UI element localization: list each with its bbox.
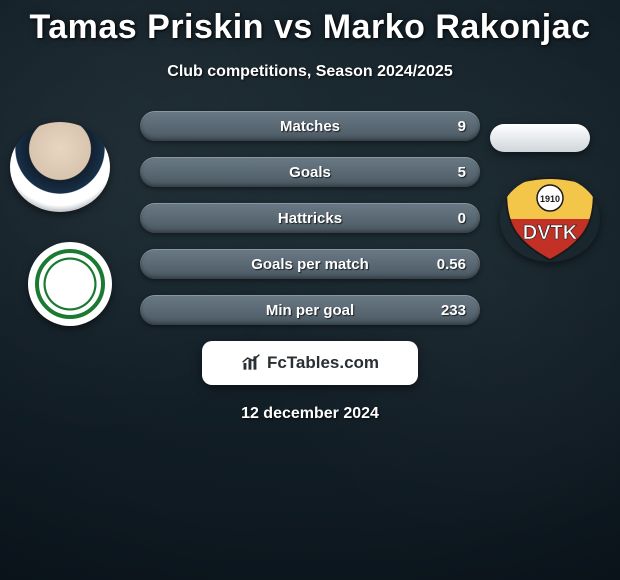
stat-right-value: 233 — [441, 295, 466, 325]
player-right-avatar — [490, 124, 590, 152]
stat-label: Hattricks — [278, 210, 342, 227]
stat-right-value: 0 — [458, 203, 466, 233]
stat-right-value: 0.56 — [437, 249, 466, 279]
stat-row-matches: Matches 9 — [140, 111, 480, 141]
badge-right-text: DVTK — [523, 222, 578, 244]
badge-right-year: 1910 — [540, 194, 560, 204]
stat-row-hattricks: Hattricks 0 — [140, 203, 480, 233]
stat-row-goals: Goals 5 — [140, 157, 480, 187]
page-title: Tamas Priskin vs Marko Rakonjac — [0, 8, 620, 47]
brand-box: FcTables.com — [202, 341, 418, 385]
brand-text: FcTables.com — [267, 353, 379, 373]
club-left-badge — [28, 242, 112, 326]
stat-row-goals-per-match: Goals per match 0.56 — [140, 249, 480, 279]
player-left-avatar — [10, 122, 110, 212]
infographic-root: Tamas Priskin vs Marko Rakonjac Club com… — [0, 0, 620, 580]
club-right-badge: 1910 DVTK — [500, 176, 600, 262]
subtitle: Club competitions, Season 2024/2025 — [0, 63, 620, 81]
stat-label: Min per goal — [266, 302, 354, 319]
stats-block: Matches 9 Goals 5 Hattricks 0 Goals per … — [140, 111, 480, 325]
stat-right-value: 5 — [458, 157, 466, 187]
date-text: 12 december 2024 — [0, 405, 620, 423]
stat-row-min-per-goal: Min per goal 233 — [140, 295, 480, 325]
bar-chart-icon — [241, 353, 261, 373]
stat-label: Goals — [289, 164, 331, 181]
stat-right-value: 9 — [458, 111, 466, 141]
stat-label: Matches — [280, 118, 340, 135]
stat-label: Goals per match — [251, 256, 369, 273]
